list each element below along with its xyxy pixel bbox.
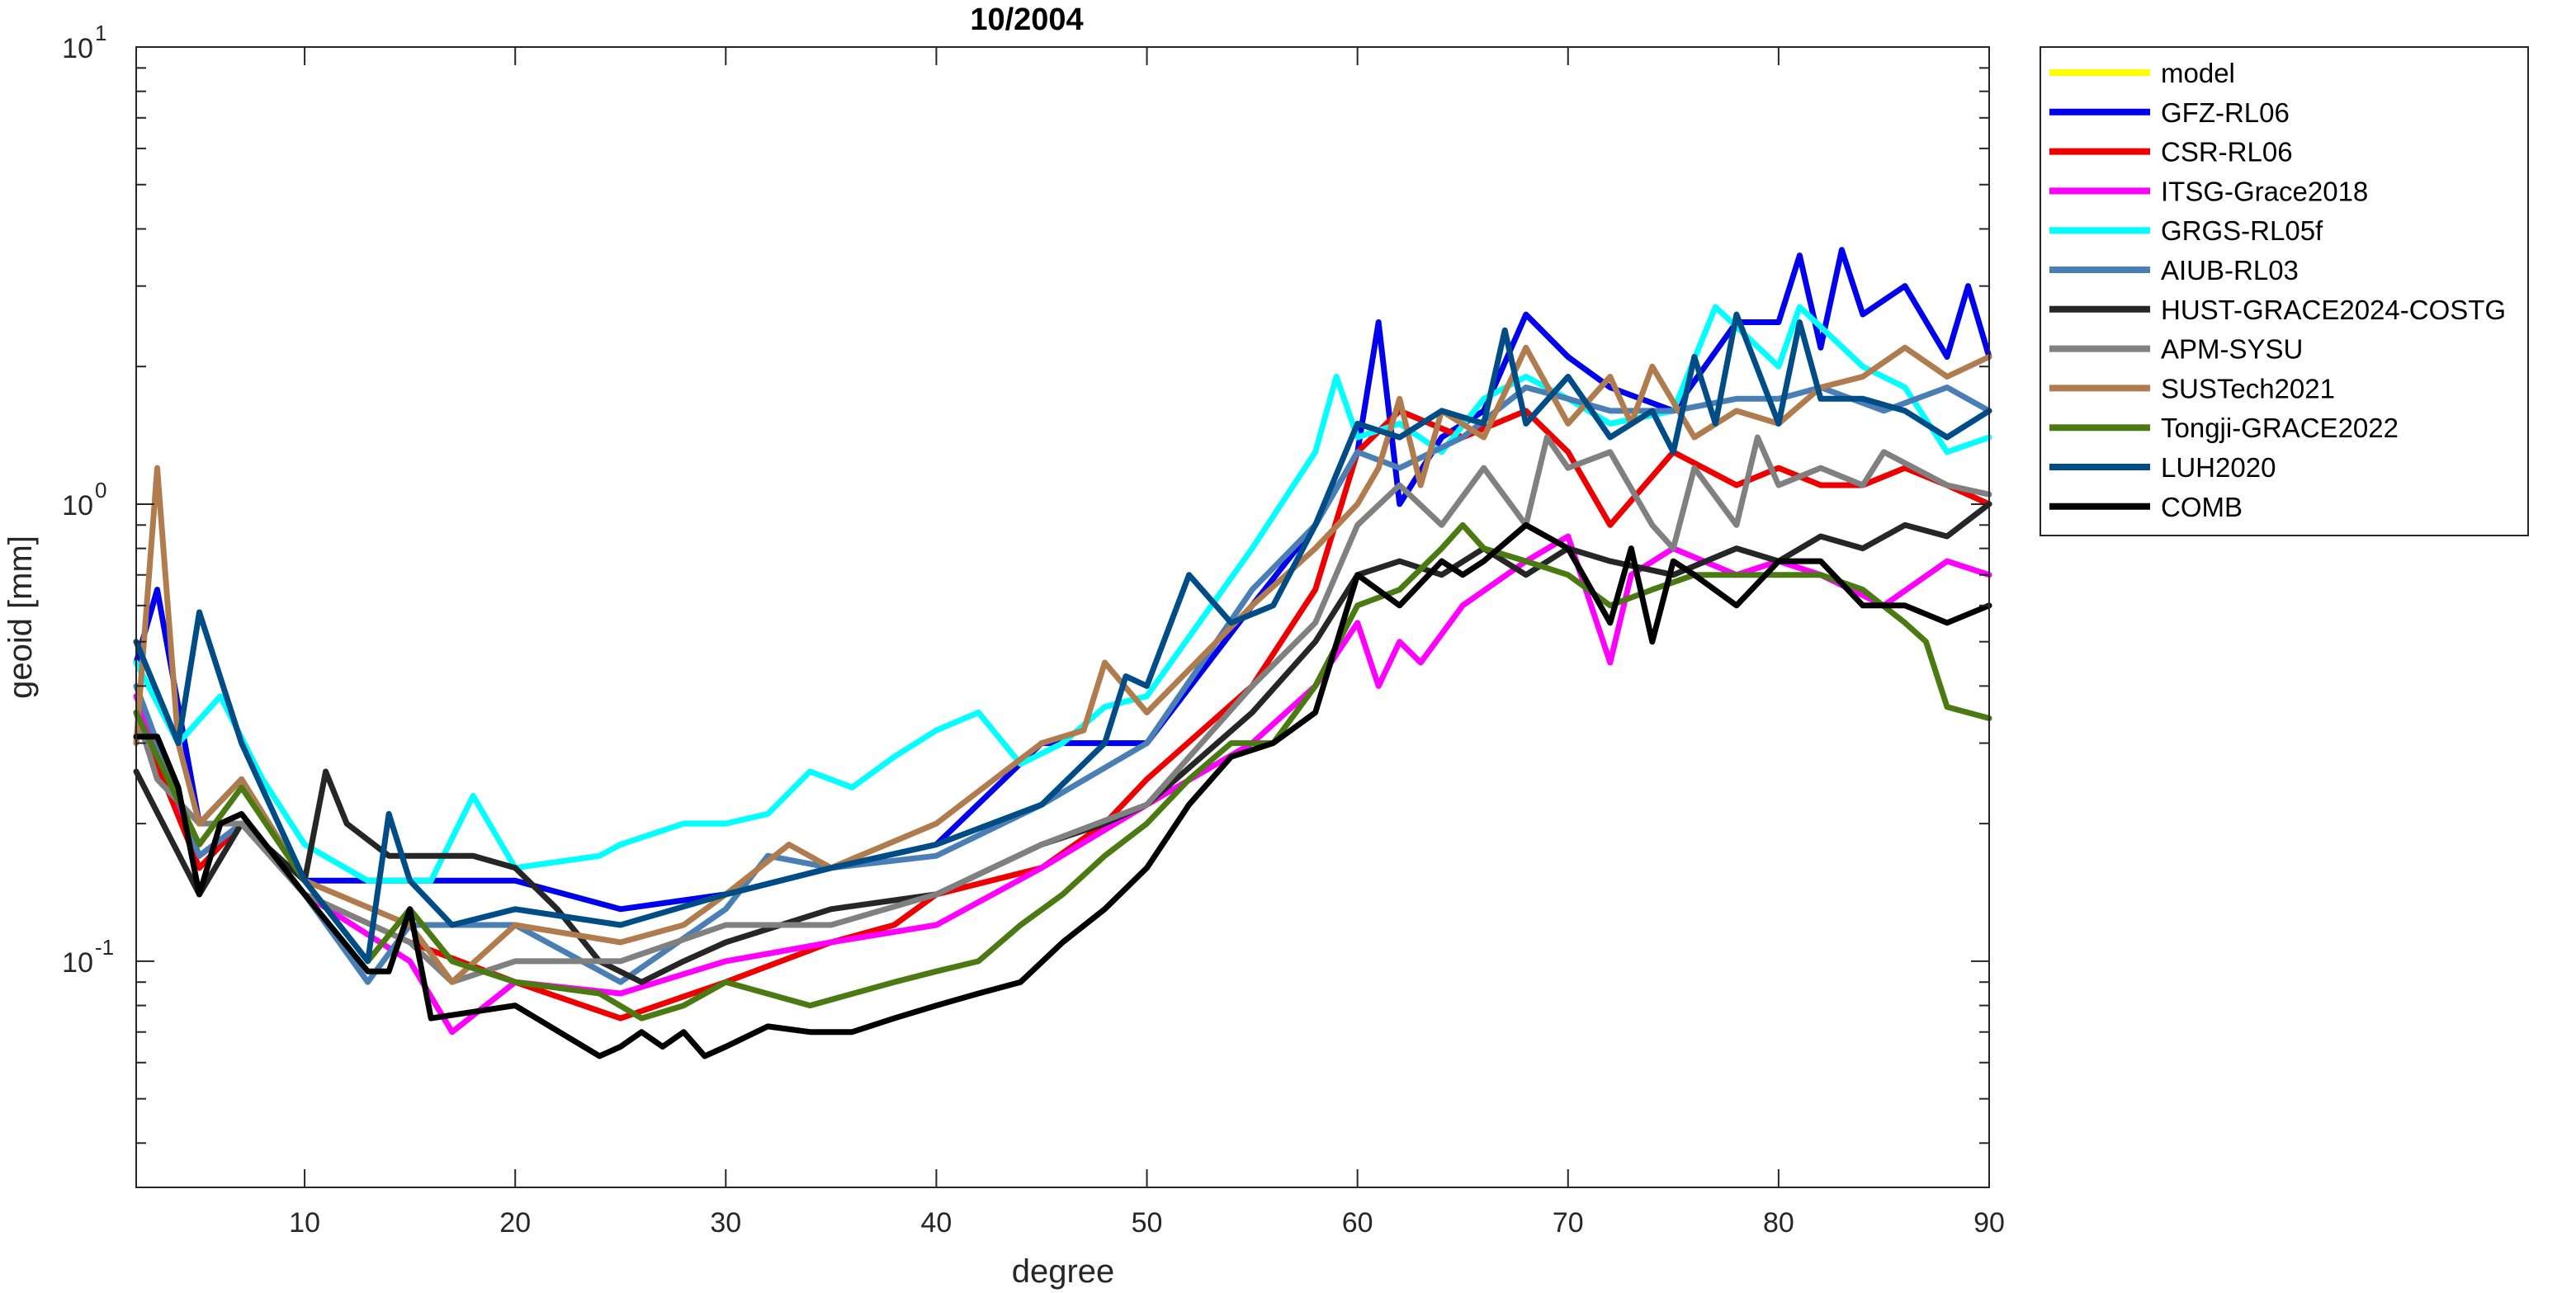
y-tick-label-base: 10 bbox=[62, 33, 93, 64]
legend-item-gfz-rl06: GFZ-RL06 bbox=[2049, 97, 2290, 128]
legend-item-apm-sysu: APM-SYSU bbox=[2049, 334, 2303, 365]
legend-label: APM-SYSU bbox=[2161, 334, 2303, 365]
x-tick-label: 10 bbox=[289, 1207, 320, 1239]
legend-label: SUSTech2021 bbox=[2161, 373, 2335, 403]
series-line-comb bbox=[133, 521, 1992, 1059]
legend-item-hust-grace2024-costg: HUST-GRACE2024-COSTG bbox=[2049, 295, 2506, 325]
y-tick-label-exponent: 1 bbox=[95, 21, 106, 45]
legend-item-tongji-grace2022: Tongji-GRACE2022 bbox=[2049, 413, 2399, 443]
x-tick-label: 30 bbox=[710, 1207, 741, 1239]
series-line-luh2020 bbox=[133, 311, 1992, 965]
legend-label: AIUB-RL03 bbox=[2161, 255, 2299, 285]
x-tick-label: 60 bbox=[1342, 1207, 1373, 1239]
legend-box bbox=[2040, 46, 2529, 536]
legend-item-grgs-rl05f: GRGS-RL05f bbox=[2049, 215, 2323, 246]
y-tick-label-exponent: -1 bbox=[95, 935, 114, 960]
legend-item-sustech2021: SUSTech2021 bbox=[2049, 373, 2335, 403]
x-tick-label: 70 bbox=[1553, 1207, 1584, 1239]
chart-title: 10/2004 bbox=[970, 2, 1083, 37]
series-line-tongji-grace2022 bbox=[133, 521, 1992, 1022]
legend-label: model bbox=[2161, 58, 2235, 88]
x-tick-label: 40 bbox=[921, 1207, 952, 1239]
legend-label: GRGS-RL05f bbox=[2161, 215, 2323, 246]
legend: model GFZ-RL06 CSR-RL06 ITSG-Grace2018 GRGS-… bbox=[2040, 46, 2529, 536]
legend-label: LUH2020 bbox=[2161, 452, 2276, 483]
legend-item-model: model bbox=[2049, 58, 2235, 88]
legend-item-luh2020: LUH2020 bbox=[2049, 452, 2276, 483]
legend-item-itsg-grace2018: ITSG-Grace2018 bbox=[2049, 176, 2368, 206]
y-axis-label: geoid [mm] bbox=[2, 536, 39, 699]
legend-label: GFZ-RL06 bbox=[2161, 97, 2290, 128]
x-axis: 10 20 30 40 50 60 70 80 90 bbox=[289, 47, 2005, 1239]
legend-label: HUST-GRACE2024-COSTG bbox=[2161, 295, 2506, 325]
x-tick-label: 20 bbox=[499, 1207, 531, 1239]
legend-label: ITSG-Grace2018 bbox=[2161, 176, 2368, 206]
y-tick-label: 10 1 bbox=[62, 21, 106, 64]
legend-item-comb: COMB bbox=[2049, 492, 2243, 522]
legend-label: Tongji-GRACE2022 bbox=[2161, 413, 2399, 443]
legend-label: CSR-RL06 bbox=[2161, 137, 2293, 168]
plot-frame bbox=[135, 46, 1990, 1188]
y-tick-label-base: 10 bbox=[62, 947, 93, 979]
y-tick-label-exponent: 0 bbox=[95, 478, 106, 503]
x-tick-label: 50 bbox=[1132, 1207, 1163, 1239]
x-tick-label: 90 bbox=[1973, 1207, 2005, 1239]
legend-label: COMB bbox=[2161, 492, 2243, 522]
legend-item-aiub-rl03: AIUB-RL03 bbox=[2049, 255, 2299, 285]
y-tick-label: 10 -1 bbox=[62, 935, 114, 979]
legend-item-csr-rl06: CSR-RL06 bbox=[2049, 137, 2293, 168]
series-line-gfz-rl06 bbox=[133, 247, 1992, 913]
x-tick-label: 80 bbox=[1763, 1207, 1794, 1239]
y-tick-label: 10 0 bbox=[62, 478, 106, 521]
y-tick-label-base: 10 bbox=[62, 490, 93, 521]
x-axis-label: degree bbox=[1012, 1253, 1115, 1290]
series-line-apm-sysu bbox=[133, 434, 1992, 985]
plot-lines bbox=[133, 247, 1992, 1059]
